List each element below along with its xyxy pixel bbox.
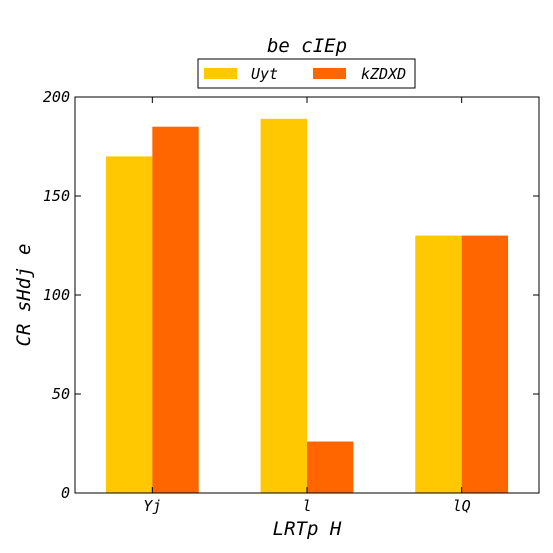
- bar-uyt-yj: [105, 156, 153, 493]
- x-tick-label: Yj: [143, 497, 161, 515]
- y-tick-label: 150: [43, 187, 70, 205]
- bar-kzdxd-lq: [461, 235, 509, 493]
- legend-label-kzdxd: kZDXD: [361, 65, 406, 83]
- y-axis-label: CR sHdj e: [13, 244, 35, 347]
- bar-kzdxd-yj: [152, 126, 199, 493]
- bar-uyt-l: [260, 118, 307, 493]
- y-axis: 0 50 100 150 200: [43, 88, 539, 502]
- x-axis: Yj l lQ: [143, 97, 471, 515]
- legend-label-uyt: Uyt: [251, 65, 278, 83]
- y-tick-label: 50: [52, 385, 70, 403]
- legend-swatch-kzdxd: [313, 68, 346, 79]
- x-axis-label: LRTp H: [273, 518, 342, 540]
- legend: Uyt kZDXD: [197, 58, 416, 89]
- x-tick-label: l: [302, 497, 311, 515]
- bars-group: [105, 118, 509, 493]
- bar-kzdxd-l: [307, 441, 354, 493]
- bar-uyt-lq: [415, 235, 462, 493]
- y-tick-label: 100: [43, 286, 70, 304]
- y-tick-label: 200: [43, 88, 70, 106]
- x-tick-label: lQ: [453, 497, 471, 515]
- chart-title: be cIEp: [267, 35, 347, 57]
- legend-swatch-uyt: [204, 68, 237, 79]
- y-tick-label: 0: [61, 484, 70, 502]
